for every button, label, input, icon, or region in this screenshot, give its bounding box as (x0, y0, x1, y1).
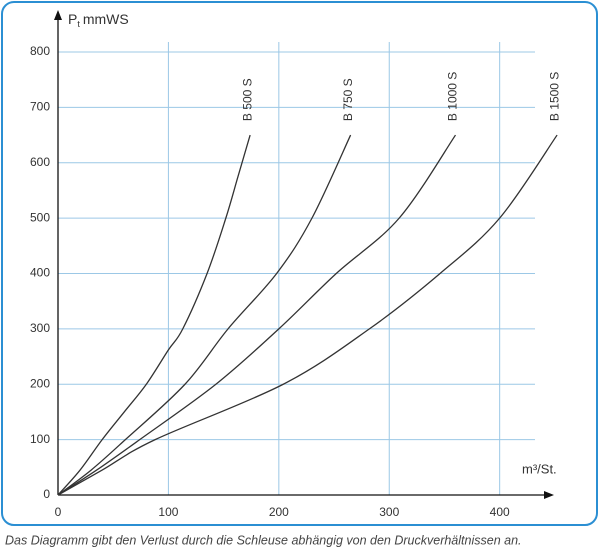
y-tick-label: 100 (30, 432, 50, 446)
series-line (57, 134, 558, 496)
y-tick-label: 800 (30, 44, 50, 58)
caption: Das Diagramm gibt den Verlust durch die … (5, 533, 522, 547)
y-arrow (54, 10, 62, 20)
series-line (57, 134, 251, 496)
grid (58, 42, 535, 495)
series-label: B 1000 S (446, 72, 460, 121)
y-tick-label: 400 (30, 266, 50, 280)
y-tick-label: 500 (30, 210, 50, 224)
x-tick-label: 300 (379, 505, 399, 519)
x-tick-label: 200 (269, 505, 289, 519)
y-label-sub: t (77, 19, 80, 29)
series-label: B 500 S (240, 78, 254, 121)
y-label-unit: mmWS (83, 11, 129, 27)
series-line (57, 134, 352, 496)
series-label: B 750 S (341, 78, 355, 121)
y-label: Pt mmWS (68, 11, 129, 30)
series-line (57, 134, 457, 496)
x-tick-label: 0 (55, 505, 62, 519)
axes (54, 10, 554, 499)
y-tick-label: 700 (30, 100, 50, 114)
x-label: m³/St. (522, 461, 557, 476)
y-tick-label: 200 (30, 376, 50, 390)
y-label-main: P (68, 11, 77, 27)
y-tick-label: 0 (43, 487, 50, 501)
x-tick-label: 100 (158, 505, 178, 519)
frame (1, 1, 598, 526)
x-arrow (544, 491, 554, 499)
y-tick-label: 600 (30, 155, 50, 169)
x-tick-label: 400 (490, 505, 510, 519)
y-tick-label: 300 (30, 321, 50, 335)
series-label: B 1500 S (547, 72, 561, 121)
